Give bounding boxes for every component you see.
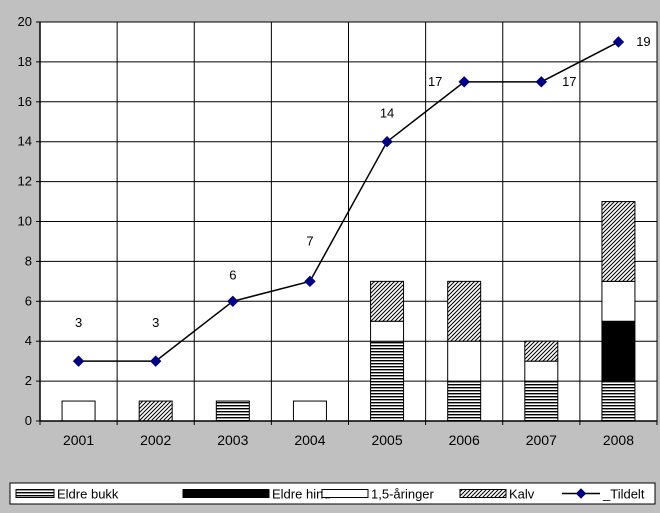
legend-swatch-kalv xyxy=(459,489,507,498)
line-point-tildelt xyxy=(535,76,548,88)
legend-label-eldre-bukk: Eldre bukk xyxy=(57,487,119,502)
bar-segment-1-5-ringer xyxy=(370,320,405,342)
data-label: 14 xyxy=(380,106,394,121)
line-tildelt xyxy=(78,41,619,362)
y-tick-label: 10 xyxy=(18,214,32,229)
bar-segment-kalv xyxy=(447,280,482,342)
x-tick-label: 2001 xyxy=(63,432,94,448)
data-label: 7 xyxy=(306,233,313,248)
y-tick-label: 4 xyxy=(25,333,32,348)
data-label: 17 xyxy=(428,74,442,89)
y-tick-label: 2 xyxy=(25,373,32,388)
bar-segment-1-5-ringer xyxy=(447,340,482,382)
bar-segment-kalv xyxy=(601,201,636,282)
bar-segment-kalv xyxy=(524,340,559,362)
line-point-tildelt xyxy=(149,355,162,367)
line-point-tildelt xyxy=(304,275,316,288)
data-label: 3 xyxy=(152,315,159,330)
line-point-tildelt xyxy=(381,135,393,148)
bar-segment-1-5-ringer xyxy=(601,280,636,322)
bar-segment-kalv xyxy=(370,280,405,322)
y-tick-label: 8 xyxy=(25,253,32,268)
legend-label-1-5-ringer: 1,5-åringer xyxy=(371,487,435,502)
bar-segment-eldre-bukk xyxy=(370,340,405,422)
bar-segment-1-5-ringer xyxy=(292,400,327,422)
x-tick-label: 2008 xyxy=(603,432,634,448)
bar-segment-kalv xyxy=(138,400,173,422)
legend-swatch-eldre-bukk xyxy=(15,489,55,498)
bar-segment-eldre-bukk xyxy=(215,400,250,422)
line-point-tildelt xyxy=(72,355,85,367)
bar-segment-eldre-bukk xyxy=(601,380,636,422)
x-tick-label: 2007 xyxy=(526,432,557,448)
data-label: 3 xyxy=(75,315,82,330)
x-tick-label: 2004 xyxy=(294,432,325,448)
data-label: 17 xyxy=(562,74,576,89)
y-tick-label: 14 xyxy=(18,134,32,149)
legend-label-kalv: Kalv xyxy=(509,487,535,502)
x-tick-label: 2002 xyxy=(140,432,171,448)
y-tick-label: 20 xyxy=(18,14,32,29)
y-tick-label: 12 xyxy=(18,174,32,189)
y-tick-label: 6 xyxy=(25,293,32,308)
x-tick-label: 2006 xyxy=(449,432,480,448)
bar-segment-1-5-ringer xyxy=(61,400,96,422)
y-tick-label: 18 xyxy=(18,54,32,69)
legend-swatch-eldre-hind xyxy=(182,489,270,498)
legend-swatch-1-5-ringer xyxy=(321,489,369,498)
data-label: 19 xyxy=(636,34,650,49)
x-tick-label: 2005 xyxy=(371,432,402,448)
x-tick-label: 2003 xyxy=(217,432,248,448)
bar-segment-eldre-bukk xyxy=(524,380,559,422)
line-point-tildelt xyxy=(227,295,239,308)
data-label: 6 xyxy=(229,267,236,282)
y-tick-label: 0 xyxy=(25,413,32,428)
bar-segment-1-5-ringer xyxy=(524,360,559,382)
legend-swatch-marker xyxy=(575,488,587,499)
line-point-tildelt xyxy=(612,36,625,48)
bar-segment-eldre-hind xyxy=(601,320,636,382)
bar-segment-eldre-bukk xyxy=(447,380,482,422)
line-point-tildelt xyxy=(458,76,470,88)
y-tick-label: 16 xyxy=(18,94,32,109)
legend-label-eldre-hind: Eldre hind xyxy=(272,487,331,502)
legend-label-tildelt: _Tildelt xyxy=(602,487,645,502)
